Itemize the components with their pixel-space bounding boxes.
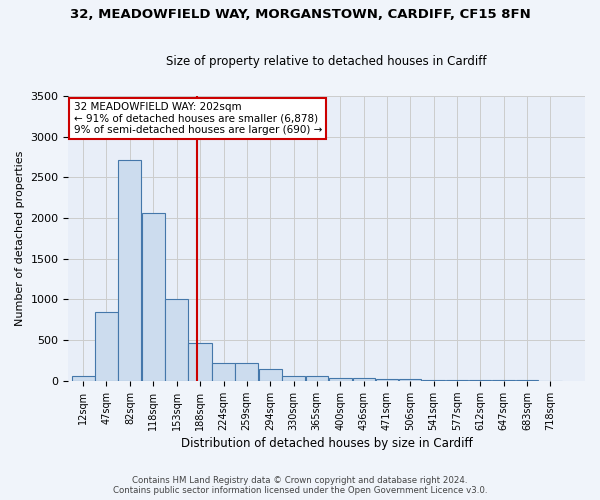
Bar xyxy=(188,344,212,381)
Bar xyxy=(235,363,258,381)
Text: 32 MEADOWFIELD WAY: 202sqm
← 91% of detached houses are smaller (6,878)
9% of se: 32 MEADOWFIELD WAY: 202sqm ← 91% of deta… xyxy=(74,102,322,135)
Bar xyxy=(305,376,328,381)
Bar xyxy=(72,376,95,381)
Bar xyxy=(399,379,421,381)
Bar xyxy=(95,312,118,381)
Bar xyxy=(422,380,445,381)
Bar xyxy=(353,378,375,381)
X-axis label: Distribution of detached houses by size in Cardiff: Distribution of detached houses by size … xyxy=(181,437,473,450)
Text: 32, MEADOWFIELD WAY, MORGANSTOWN, CARDIFF, CF15 8FN: 32, MEADOWFIELD WAY, MORGANSTOWN, CARDIF… xyxy=(70,8,530,20)
Y-axis label: Number of detached properties: Number of detached properties xyxy=(15,151,25,326)
Bar xyxy=(376,379,398,381)
Bar xyxy=(166,298,188,381)
Bar xyxy=(469,380,491,381)
Bar xyxy=(283,376,305,381)
Bar xyxy=(329,378,352,381)
Text: Contains HM Land Registry data © Crown copyright and database right 2024.
Contai: Contains HM Land Registry data © Crown c… xyxy=(113,476,487,495)
Bar xyxy=(118,160,142,381)
Bar xyxy=(212,363,235,381)
Bar xyxy=(446,380,468,381)
Bar xyxy=(259,368,281,381)
Bar xyxy=(142,213,164,381)
Title: Size of property relative to detached houses in Cardiff: Size of property relative to detached ho… xyxy=(166,56,487,68)
